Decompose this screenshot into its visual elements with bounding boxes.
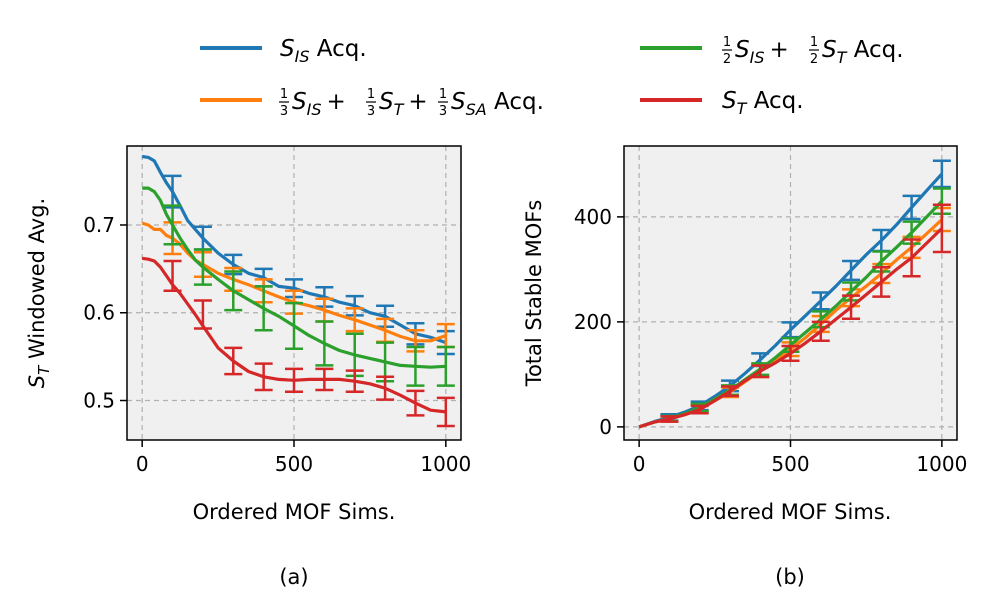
error-bar-1-2-s-is-1-2-s-t-acq — [193, 248, 212, 286]
error-bar-s-t-acq — [690, 404, 709, 415]
error-bar-s-t-acq — [720, 385, 739, 398]
x-tick-label: 500 — [771, 452, 809, 476]
error-bar-1-2-s-is-1-2-s-t-acq — [163, 204, 182, 246]
chart-panel-b: 0 500 1000 0 200 400 Ordered MOF Sims. Total … — [522, 145, 968, 589]
y-tick-label: 0.5 — [83, 389, 115, 413]
series-line-s-is-acq — [141, 154, 447, 345]
legend-label-mix2: 1 2 SIS + 1 2 ST Acq. — [722, 35, 904, 67]
frac-num-5: 1 — [810, 35, 818, 50]
x-tick-label: 1000 — [420, 452, 471, 476]
series-group-a — [141, 154, 455, 428]
series-group-b — [638, 159, 951, 429]
error-bar-s-t-acq — [811, 320, 830, 343]
legend-item-mix3: 1 3 SIS + 1 3 ST + 1 3 SSA Acq. — [200, 87, 544, 119]
error-bar-s-t-acq — [406, 389, 425, 417]
legend-label-st: ST Acq. — [722, 88, 804, 118]
error-bar-1-2-s-is-1-2-s-t-acq — [285, 301, 303, 350]
ticks-b: 0 500 1000 0 200 400 — [574, 205, 968, 476]
error-bar-1-2-s-is-1-2-s-t-acq — [315, 320, 334, 367]
legend: SIS Acq. 1 3 SIS + 1 3 ST + 1 3 SSA Acq. — [200, 35, 904, 119]
chart-panel-a: 0 500 1000 0.5 0.6 0.7 Ordered MOF Sims. ST W… — [25, 145, 471, 589]
frac-den-2: 3 — [367, 104, 375, 119]
series-line-1-3-s-is-1-3-s-t-1-3-s-sa-acq — [141, 221, 447, 343]
legend-label-sis: SIS Acq. — [280, 36, 367, 66]
y-tick-label: 0 — [599, 415, 612, 439]
error-bar-s-t-acq — [345, 369, 364, 393]
legend-item-sis: SIS Acq. — [200, 36, 367, 66]
frac-num-1: 1 — [280, 87, 288, 102]
ticks-a: 0 500 1000 0.5 0.6 0.7 — [83, 213, 471, 476]
error-bar-s-t-acq — [781, 344, 800, 362]
error-bar-s-t-acq — [932, 203, 951, 254]
series-line-1-2-s-is-1-2-s-t-acq — [142, 186, 446, 369]
term-st: ST + — [379, 89, 428, 119]
x-axis-title-a: Ordered MOF Sims. — [193, 500, 396, 524]
frac-num-3: 1 — [439, 87, 447, 102]
term-sis: SIS + — [292, 89, 346, 119]
y-tick-label: 400 — [574, 205, 612, 229]
error-bar-s-t-acq — [902, 238, 921, 278]
x-tick-label: 0 — [136, 452, 149, 476]
error-bar-1-3-s-is-1-3-s-t-1-3-s-sa-acq — [345, 307, 364, 333]
legend-item-mix2: 1 2 SIS + 1 2 ST Acq. — [640, 35, 904, 67]
y-tick-label: 200 — [574, 310, 612, 334]
term-ssa: SSA Acq. — [451, 89, 544, 119]
frac-num-4: 1 — [723, 35, 731, 50]
error-bar-s-t-acq — [842, 294, 861, 320]
series-line-s-t-acq — [141, 256, 446, 414]
frac-den-5: 2 — [810, 52, 818, 67]
error-bar-s-t-acq — [872, 266, 891, 298]
error-bar-s-is-acq — [932, 159, 951, 189]
term-sis-2: SIS + — [735, 37, 789, 67]
y-tick-label: 0.6 — [83, 301, 115, 325]
frac-den-4: 2 — [723, 52, 731, 67]
error-bar-s-t-acq — [224, 346, 243, 376]
x-tick-label: 1000 — [916, 452, 967, 476]
error-bar-s-t-acq — [285, 367, 303, 393]
error-bar-s-t-acq — [376, 375, 395, 401]
error-bar-s-t-acq — [436, 396, 455, 428]
error-bar-1-2-s-is-1-2-s-t-acq — [254, 285, 273, 332]
y-axis-title-a: ST Windowed Avg. — [25, 198, 53, 389]
y-tick-label: 0.7 — [83, 213, 115, 237]
error-bar-s-t-acq — [163, 259, 182, 293]
term-st-2: ST Acq. — [822, 37, 904, 67]
error-bar-s-is-acq — [842, 259, 861, 282]
error-bar-s-is-acq — [811, 291, 830, 311]
error-bar-s-t-acq — [254, 362, 273, 392]
error-bar-s-t-acq — [193, 299, 212, 330]
y-axis-title-b: Total Stable MOFs — [522, 200, 546, 388]
frac-den-1: 3 — [280, 104, 288, 119]
x-axis-title-b: Ordered MOF Sims. — [689, 500, 892, 524]
error-bar-s-is-acq — [902, 194, 921, 221]
error-bar-s-t-acq — [315, 367, 334, 392]
error-bar-s-t-acq — [660, 415, 679, 423]
legend-label-mix3: 1 3 SIS + 1 3 ST + 1 3 SSA Acq. — [279, 87, 544, 119]
error-bar-s-t-acq — [751, 364, 770, 379]
panel-caption-b: (b) — [775, 565, 805, 589]
panel-caption-a: (a) — [279, 565, 308, 589]
legend-item-st: ST Acq. — [640, 88, 804, 118]
x-tick-label: 0 — [633, 452, 646, 476]
error-bar-1-2-s-is-1-2-s-t-acq — [406, 345, 425, 387]
frac-num-2: 1 — [367, 87, 375, 102]
error-bar-1-2-s-is-1-2-s-t-acq — [224, 270, 243, 312]
x-tick-label: 500 — [275, 452, 313, 476]
frac-den-3: 3 — [439, 104, 447, 119]
error-bar-1-2-s-is-1-2-s-t-acq — [436, 345, 455, 387]
